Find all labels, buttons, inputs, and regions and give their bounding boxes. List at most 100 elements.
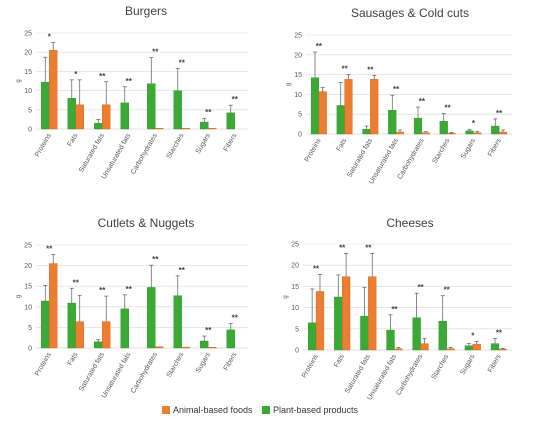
bar-plant — [120, 102, 129, 130]
significance-marker: ** — [417, 283, 424, 292]
significance-marker: ** — [73, 278, 80, 287]
bar-plant — [67, 302, 76, 349]
chart-title: Burgers — [125, 4, 167, 18]
x-tick-label: Proteins — [304, 137, 323, 163]
y-tick-label: 0 — [295, 348, 299, 355]
significance-marker: ** — [46, 244, 53, 253]
bar-animal — [181, 128, 190, 130]
bar-animal — [498, 348, 507, 351]
bar-animal — [421, 132, 430, 135]
significance-marker: ** — [179, 58, 186, 67]
significance-marker: ** — [99, 286, 106, 295]
bar-plant — [310, 77, 320, 135]
bar-animal — [181, 346, 190, 349]
x-tick-label: Saturated fats — [78, 132, 106, 174]
significance-marker: ** — [339, 243, 346, 252]
significance-marker: * — [48, 33, 52, 42]
bar-animal — [49, 50, 58, 130]
x-tick-label: Unsaturated fats — [366, 353, 398, 401]
bar-plant — [413, 117, 423, 135]
x-tick-label: Carbohydrates — [130, 132, 159, 176]
bar-plant — [308, 322, 317, 351]
bar-plant — [200, 121, 209, 130]
x-tick-label: Fibers — [223, 132, 239, 153]
legend-label-animal: Animal-based foods — [173, 405, 253, 415]
x-tick-label: Sugars — [195, 132, 212, 155]
y-tick-label: 5 — [28, 107, 32, 114]
bar-animal — [472, 343, 481, 351]
y-tick-label: 15 — [24, 284, 32, 291]
significance-marker: ** — [445, 103, 452, 112]
bar-animal — [75, 104, 84, 130]
x-tick-label: Saturated fats — [346, 137, 374, 179]
x-tick-label: Starches — [166, 132, 186, 160]
y-tick-label: 0 — [28, 127, 32, 134]
bar-animal — [75, 321, 84, 349]
significance-marker: ** — [391, 305, 398, 314]
bar-plant — [41, 300, 50, 349]
bar-plant — [41, 81, 50, 130]
chart-panel: Cheeses 0 5 10 15 20 25 g ** Proteins ** Fats ** Satu… — [283, 216, 512, 401]
bar-plant — [67, 98, 76, 130]
bar-plant — [438, 320, 447, 351]
bar-animal — [318, 91, 327, 135]
bar-plant — [120, 308, 129, 349]
significance-marker: ** — [205, 108, 212, 117]
y-tick-label: 25 — [24, 31, 32, 38]
chart-title: Cheeses — [386, 216, 433, 230]
x-tick-label: Proteins — [301, 353, 320, 379]
bar-animal — [208, 128, 217, 130]
bar-plant — [362, 129, 371, 135]
bar-plant — [439, 121, 448, 135]
bar-animal — [102, 104, 111, 130]
chart-title: Cutlets & Nuggets — [98, 216, 195, 230]
chart-title: Sausages & Cold cuts — [351, 6, 469, 20]
bar-plant — [386, 329, 395, 351]
x-tick-label: Sugars — [459, 353, 476, 376]
bar-animal — [394, 348, 403, 351]
bar-animal — [420, 343, 429, 351]
y-tick-label: 25 — [24, 243, 32, 250]
significance-marker: ** — [393, 85, 400, 94]
bar-animal — [155, 128, 164, 130]
x-tick-label: Starches — [431, 137, 451, 165]
chart-panel: Burgers 0 5 10 15 20 25 g * Proteins * Fats ** Satura… — [16, 4, 248, 180]
bar-animal — [370, 79, 379, 135]
bar-plant — [94, 123, 103, 130]
x-tick-label: Saturated fats — [78, 351, 106, 393]
y-tick-label: 20 — [294, 52, 302, 59]
y-axis-label: g — [16, 79, 22, 82]
x-tick-label: Unsaturated fats — [368, 137, 400, 185]
significance-marker: ** — [365, 243, 372, 252]
x-tick-label: Carbohydrates — [397, 137, 426, 181]
y-tick-label: 5 — [28, 325, 32, 332]
significance-marker: ** — [205, 326, 212, 335]
y-tick-label: 15 — [291, 284, 299, 291]
x-tick-label: Fibers — [223, 351, 239, 372]
y-tick-label: 20 — [24, 263, 32, 270]
significance-marker: * — [472, 119, 476, 128]
y-axis-label: g — [283, 295, 289, 298]
significance-marker: ** — [232, 314, 239, 323]
y-tick-label: 15 — [294, 72, 302, 79]
y-tick-label: 20 — [24, 50, 32, 57]
y-tick-label: 0 — [298, 132, 302, 139]
significance-marker: ** — [126, 285, 133, 294]
significance-marker: ** — [152, 255, 159, 264]
bar-plant — [464, 345, 474, 351]
legend-label-plant: Plant-based products — [273, 405, 359, 415]
y-tick-label: 10 — [294, 92, 302, 99]
bar-plant — [226, 112, 235, 130]
bar-animal — [49, 263, 58, 349]
x-tick-label: Saturated fats — [344, 353, 372, 395]
bar-plant — [147, 287, 156, 349]
y-tick-label: 10 — [291, 305, 299, 312]
y-tick-label: 5 — [295, 326, 299, 333]
bar-plant — [94, 341, 103, 349]
bar-animal — [498, 131, 508, 135]
y-tick-label: 20 — [291, 263, 299, 270]
legend: Animal-based foods Plant-based products — [162, 405, 359, 415]
bar-plant — [173, 295, 182, 349]
significance-marker: ** — [316, 42, 323, 51]
